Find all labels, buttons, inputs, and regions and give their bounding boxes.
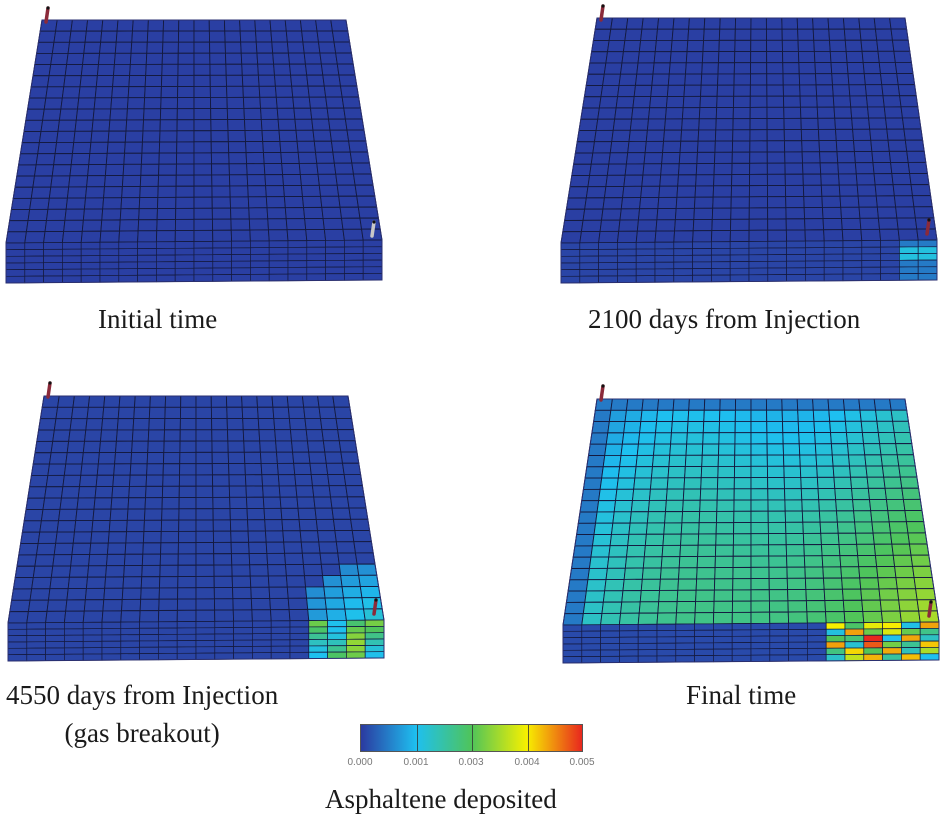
caption-4550-days-line2: (gas breakout) bbox=[64, 718, 220, 748]
reservoir-grid-4550-days bbox=[7, 381, 385, 662]
injector-well-icon bbox=[599, 384, 605, 402]
caption-2100-days: 2100 days from Injection bbox=[588, 304, 861, 334]
reservoir-grid-final-time bbox=[562, 384, 940, 664]
producer-well-icon bbox=[927, 600, 933, 618]
caption-final-time: Final time bbox=[686, 680, 797, 710]
panel-2100-days bbox=[0, 0, 950, 300]
reservoir-grid-initial bbox=[5, 6, 383, 284]
colorbar-tick bbox=[417, 725, 418, 751]
colorbar-tick-label: 0.005 bbox=[569, 757, 595, 768]
reservoir-grid-2100-days bbox=[560, 4, 938, 284]
colorbar-tick-label: 0.003 bbox=[458, 757, 484, 768]
caption-initial-time: Initial time bbox=[98, 304, 218, 334]
colorbar-tick bbox=[528, 725, 529, 751]
colorbar-tick-label: 0.000 bbox=[347, 757, 373, 768]
colorbar-tick bbox=[472, 725, 473, 751]
injector-well-icon bbox=[599, 4, 605, 22]
producer-well-icon bbox=[372, 598, 378, 616]
caption-4550-days: 4550 days from Injection (gas breakout) bbox=[6, 682, 278, 747]
producer-well-icon bbox=[925, 218, 931, 236]
colorbar-legend bbox=[360, 724, 583, 752]
colorbar-tick-label: 0.004 bbox=[514, 757, 540, 768]
injector-well-icon bbox=[46, 381, 52, 399]
panel-final-time bbox=[562, 384, 940, 664]
injector-well-icon bbox=[44, 6, 50, 24]
colorbar-title: Asphaltene deposited bbox=[325, 784, 557, 814]
panel-initial-time bbox=[0, 0, 400, 300]
colorbar-tick-label: 0.001 bbox=[403, 757, 429, 768]
producer-well-icon bbox=[370, 220, 376, 238]
panel-4550-days bbox=[0, 0, 400, 700]
caption-4550-days-line1: 4550 days from Injection bbox=[6, 680, 279, 710]
